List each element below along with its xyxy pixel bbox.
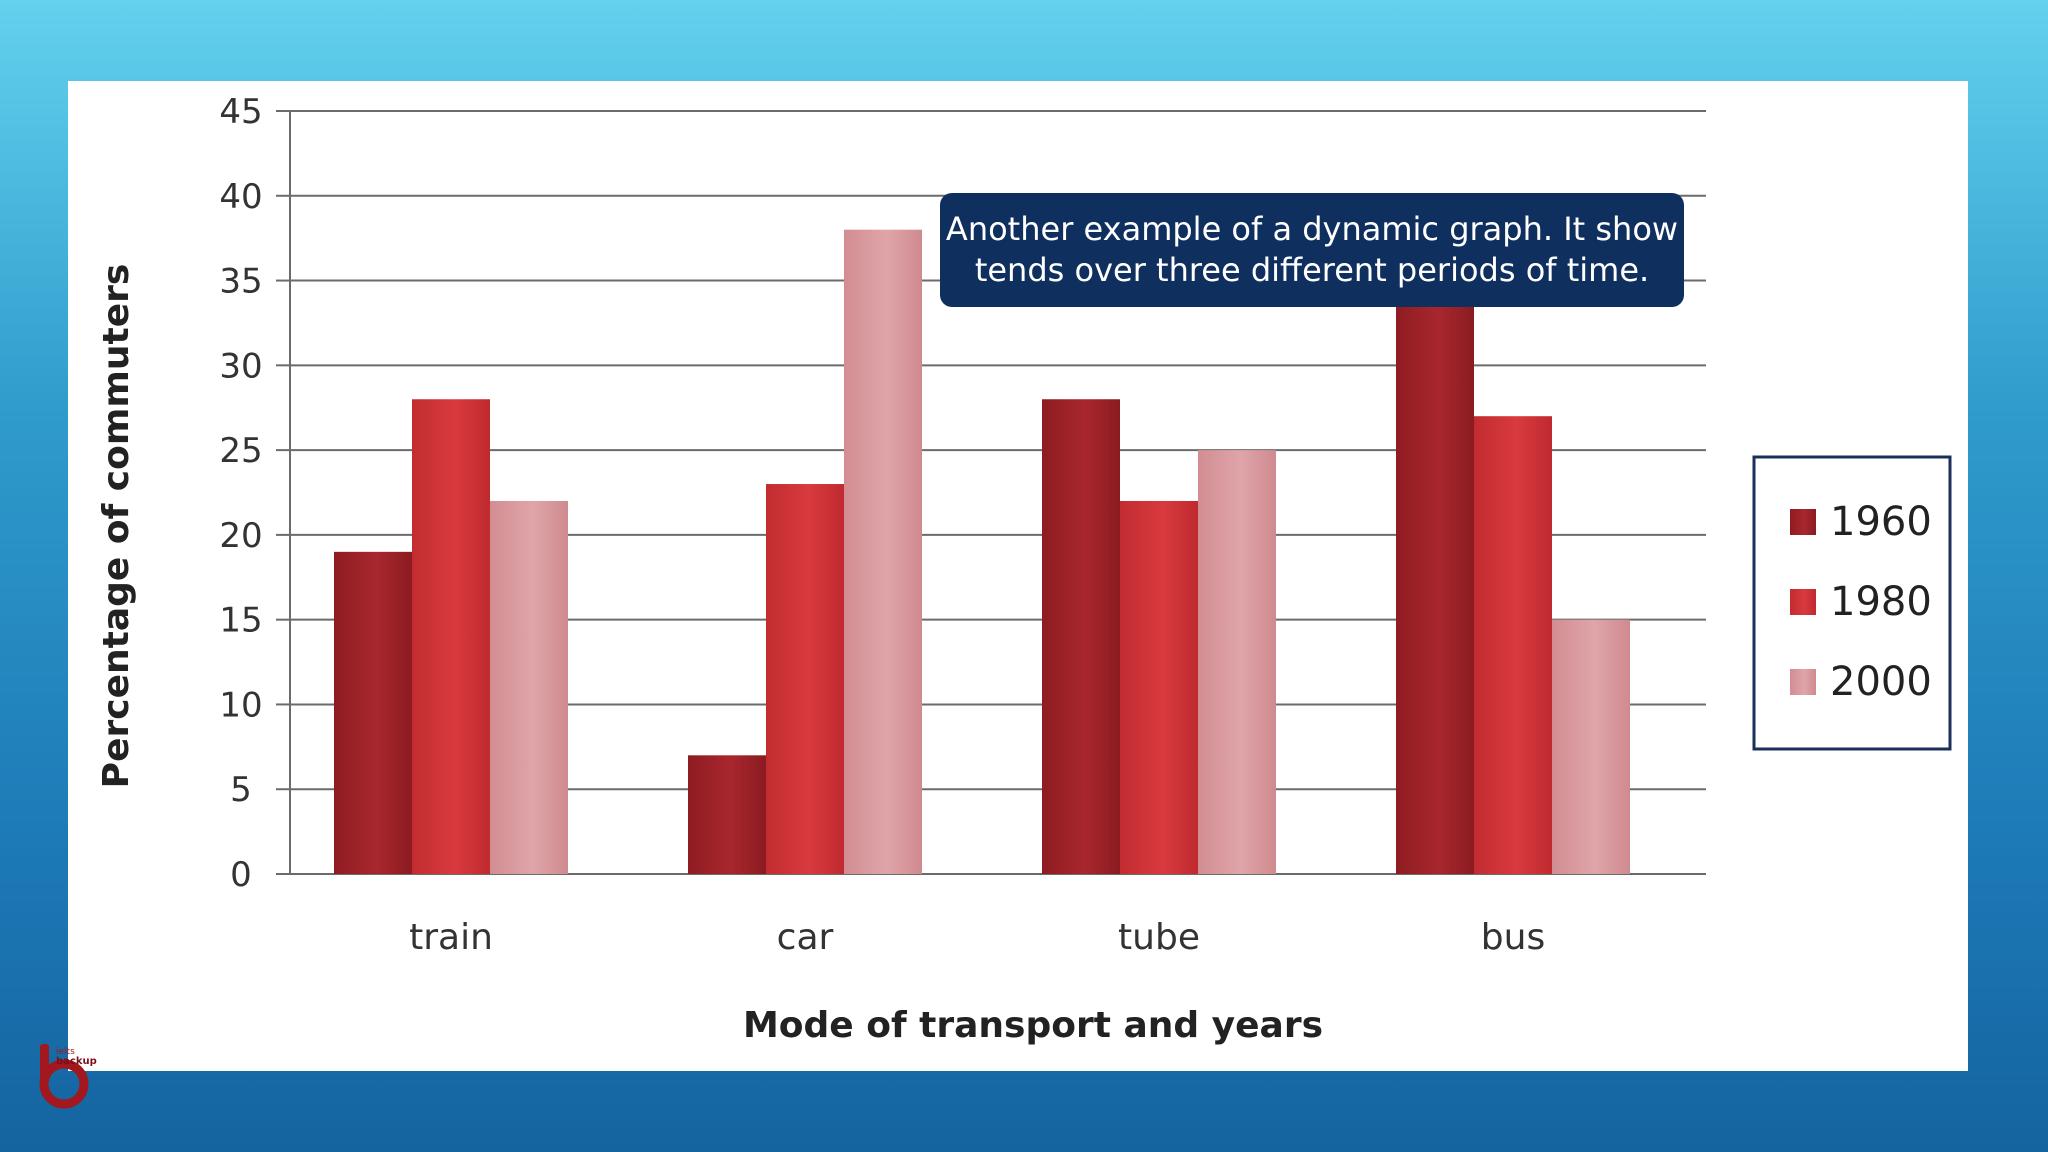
x-category-label: car [777,917,834,958]
callout-line-1: Another example of a dynamic graph. It s… [945,210,1679,248]
y-tick-label: 45 [219,92,262,132]
bar-car-2000 [844,229,922,874]
x-category-label: bus [1481,917,1545,958]
legend-swatch-1980 [1790,589,1816,615]
bar-tube-1980 [1120,500,1198,874]
bar-car-1960 [688,755,766,874]
callout-box: Another example of a dynamic graph. It s… [940,193,1684,307]
bar-train-2000 [490,500,568,874]
y-tick-label: 35 [219,262,262,302]
y-tick-label: 5 [230,770,252,810]
legend: 1960 1980 2000 [1752,455,1952,751]
bar-train-1980 [412,399,490,874]
x-category-label: tube [1118,917,1200,958]
y-tick-label: 15 [219,601,262,641]
y-tick-label: 40 [219,177,262,217]
legend-label-2000: 2000 [1830,659,1932,705]
bar-bus-1980 [1474,416,1552,874]
bar-bus-2000 [1552,619,1630,874]
y-tick-label: 20 [219,516,262,556]
ieltsbackup-logo-icon: ielts backup [34,1040,118,1110]
legend-label-1960: 1960 [1830,499,1932,545]
y-tick-label: 0 [230,855,252,895]
legend-label-1980: 1980 [1830,579,1932,625]
bar-tube-1960 [1042,399,1120,874]
bar-tube-2000 [1198,450,1276,874]
legend-swatch-1960 [1790,509,1816,535]
x-category-label: train [409,917,493,958]
logo-text-2: backup [56,1056,97,1067]
y-tick-label: 25 [219,431,262,471]
y-tick-label: 30 [219,346,262,386]
legend-box [1752,455,1952,751]
callout-line-2: tends over three different periods of ti… [974,251,1650,289]
y-axis-title: Percentage of commuters [96,264,137,789]
bar-bus-1960 [1396,195,1474,874]
bar-chart: 0 5 10 15 20 25 30 35 40 45 train car tube bus Percen… [96,92,1952,1046]
bar-train-1960 [334,551,412,874]
y-tick-label: 10 [219,685,262,725]
bar-car-1980 [766,484,844,874]
legend-swatch-2000 [1790,669,1816,695]
slide-panel: 0 5 10 15 20 25 30 35 40 45 train car tube bus Percen… [68,81,1968,1071]
x-axis-title: Mode of transport and years [743,1005,1323,1046]
logo-text-1: ielts [56,1047,75,1057]
